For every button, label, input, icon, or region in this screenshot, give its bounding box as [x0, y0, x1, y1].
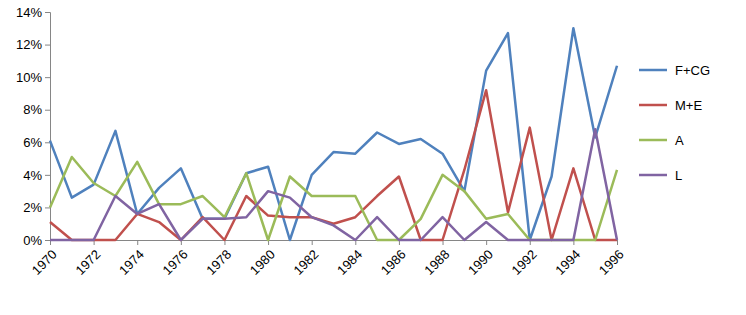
x-tick: 1982: [290, 240, 321, 278]
legend-item: F+CG: [639, 63, 710, 78]
series-line: [50, 157, 617, 240]
x-tick: 1996: [596, 240, 627, 278]
y-tick-mark: [45, 12, 50, 13]
legend-item: M+E: [639, 98, 702, 113]
x-tick: 1988: [421, 240, 452, 278]
x-tick-label: 1976: [160, 247, 191, 278]
y-tick: 8%: [23, 102, 50, 117]
legend-label: M+E: [675, 98, 702, 113]
x-tick: 1976: [160, 240, 191, 278]
x-tick: 1970: [29, 240, 60, 278]
x-tick: 1994: [552, 240, 583, 278]
y-tick-mark: [45, 142, 50, 143]
legend-swatch: [639, 69, 667, 72]
x-tick-label: 1986: [378, 247, 409, 278]
x-tick-label: 1988: [421, 247, 452, 278]
x-tick-mark: [486, 240, 487, 245]
x-tick-label: 1972: [72, 247, 103, 278]
series-line: [50, 90, 617, 240]
x-tick-label: 1996: [596, 247, 627, 278]
legend: F+CG M+E A L: [639, 63, 710, 183]
series-line: [50, 129, 617, 240]
x-tick: 1992: [509, 240, 540, 278]
legend-label: F+CG: [675, 63, 710, 78]
x-tick-label: 1992: [509, 247, 540, 278]
x-tick: 1972: [72, 240, 103, 278]
legend-swatch: [639, 174, 667, 177]
y-tick: 14%: [16, 5, 50, 20]
y-tick-label: 14%: [16, 5, 42, 20]
y-tick: 0%: [23, 233, 50, 248]
y-tick-mark: [45, 175, 50, 176]
x-tick-label: 1974: [116, 247, 147, 278]
legend-swatch: [639, 139, 667, 142]
x-tick-mark: [312, 240, 313, 245]
x-axis: 1970 1972 1974 1976 1978 1980 1982 1984 1986 1988…: [29, 240, 627, 278]
legend-label: A: [675, 133, 684, 148]
y-tick-label: 0%: [23, 233, 42, 248]
x-tick-label: 1982: [290, 247, 321, 278]
y-tick: 2%: [23, 200, 50, 215]
x-tick-label: 1980: [247, 247, 278, 278]
y-axis: 0% 2% 4% 6% 8% 10% 12% 14%: [16, 5, 51, 248]
y-tick-label: 2%: [23, 200, 42, 215]
plot: 0%2%4%6%8%10%12%14%197019721974197619781…: [16, 5, 627, 278]
y-tick: 12%: [16, 37, 50, 52]
y-tick-mark: [45, 240, 50, 241]
y-tick-label: 10%: [16, 70, 42, 85]
x-tick: 1978: [203, 240, 234, 278]
legend-swatch: [639, 104, 667, 107]
x-tick-label: 1994: [552, 247, 583, 278]
x-tick-label: 1978: [203, 247, 234, 278]
y-tick-mark: [45, 77, 50, 78]
y-tick-mark: [45, 207, 50, 208]
y-tick-label: 8%: [23, 102, 42, 117]
y-tick-label: 12%: [16, 37, 42, 52]
lines: [50, 28, 617, 240]
x-tick: 1986: [378, 240, 409, 278]
x-tick-mark: [137, 240, 138, 245]
x-tick-label: 1984: [334, 247, 365, 278]
x-tick-label: 1970: [29, 247, 60, 278]
chart: 0%2%4%6%8%10%12%14%197019721974197619781…: [0, 0, 746, 315]
y-tick: 10%: [16, 70, 50, 85]
x-tick-mark: [617, 240, 618, 245]
y-tick-mark: [45, 110, 50, 111]
y-tick-mark: [45, 45, 50, 46]
y-tick-label: 6%: [23, 135, 42, 150]
x-tick: 1980: [247, 240, 278, 278]
x-tick: 1984: [334, 240, 365, 278]
series-line: [50, 28, 617, 240]
legend-item: L: [639, 168, 682, 183]
y-tick: 6%: [23, 135, 50, 150]
y-tick: 4%: [23, 168, 50, 183]
x-tick: 1990: [465, 240, 496, 278]
y-tick-label: 4%: [23, 168, 42, 183]
legend-label: L: [675, 168, 682, 183]
x-tick-label: 1990: [465, 247, 496, 278]
x-tick: 1974: [116, 240, 147, 278]
legend-item: A: [639, 133, 684, 148]
